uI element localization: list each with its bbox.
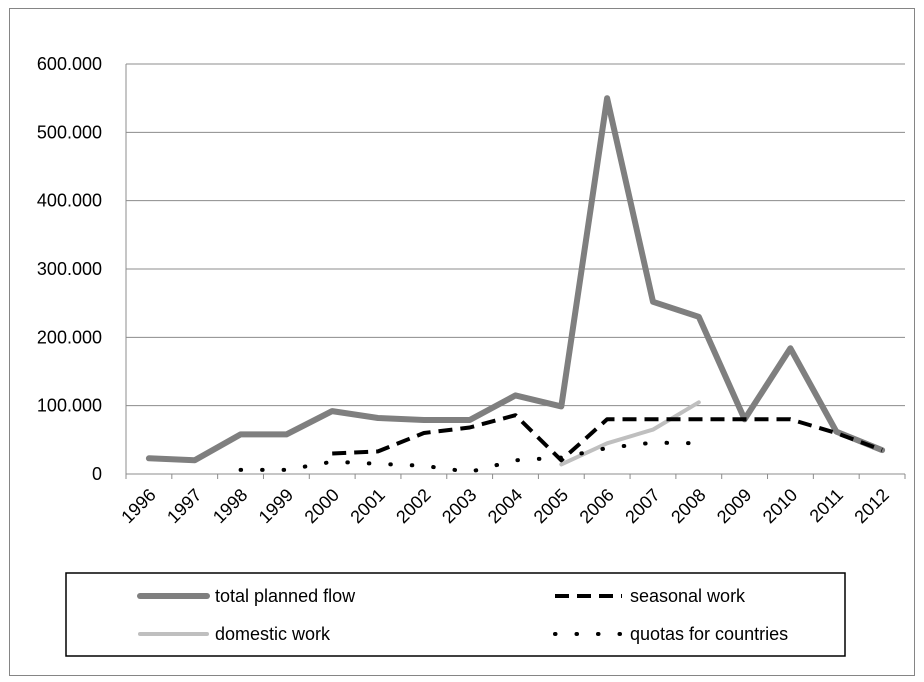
chart-area — [9, 8, 915, 676]
x-tick-label: 2004 — [484, 485, 526, 527]
x-tick-label: 2012 — [850, 485, 892, 527]
x-tick-label: 2008 — [667, 485, 709, 527]
series-line — [332, 413, 883, 463]
series-seasonal-work — [332, 413, 883, 463]
series-line — [559, 400, 701, 467]
y-tick-label: 200.000 — [37, 327, 102, 347]
x-tick-label: 2005 — [530, 485, 572, 527]
y-tick-label: 0 — [92, 464, 102, 484]
legend-label: seasonal work — [630, 586, 746, 606]
legend: total planned flow seasonal work domestic … — [65, 572, 846, 657]
x-tick-label: 1997 — [163, 485, 205, 527]
x-tick-label: 2011 — [806, 485, 848, 527]
legend-box — [65, 572, 846, 657]
x-tick-label: 2002 — [392, 485, 434, 527]
y-axis-tick-labels: 0 100.000 200.000 300.000 400.000 500.000 600.… — [37, 54, 102, 484]
series-total-planned-flow — [145, 95, 886, 464]
x-tick-label: 2007 — [621, 485, 663, 527]
x-tick-label: 2006 — [576, 485, 618, 527]
x-axis-tick-labels: 1996 1997 1998 1999 2000 2001 2002 2003 2004 2005… — [117, 485, 893, 527]
series-line — [145, 95, 886, 464]
x-tick-label: 2003 — [438, 485, 480, 527]
series-line — [238, 440, 701, 474]
x-tick-label: 2001 — [346, 485, 388, 527]
x-tick-label: 2010 — [759, 485, 801, 527]
legend-label: quotas for countries — [630, 624, 788, 644]
gridlines — [125, 63, 906, 479]
legend-label: domestic work — [215, 624, 331, 644]
x-tick-label: 1998 — [209, 485, 251, 527]
y-tick-label: 600.000 — [37, 54, 102, 74]
y-tick-label: 300.000 — [37, 259, 102, 279]
y-tick-label: 500.000 — [37, 122, 102, 142]
y-tick-label: 100.000 — [37, 396, 102, 416]
x-tick-label: 1999 — [255, 485, 297, 527]
x-tick-label: 1996 — [117, 485, 159, 527]
series-domestic-work — [559, 400, 701, 467]
x-tick-label: 2009 — [713, 485, 755, 527]
series-lines — [145, 95, 886, 474]
x-tick-label: 2000 — [301, 485, 343, 527]
y-tick-label: 400.000 — [37, 191, 102, 211]
series-quotas-for-countries — [238, 440, 701, 474]
legend-label: total planned flow — [215, 586, 356, 606]
